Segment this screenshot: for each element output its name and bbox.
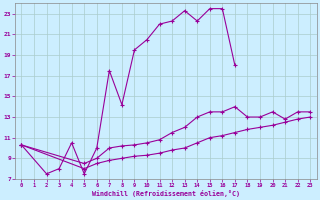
X-axis label: Windchill (Refroidissement éolien,°C): Windchill (Refroidissement éolien,°C): [92, 190, 240, 197]
